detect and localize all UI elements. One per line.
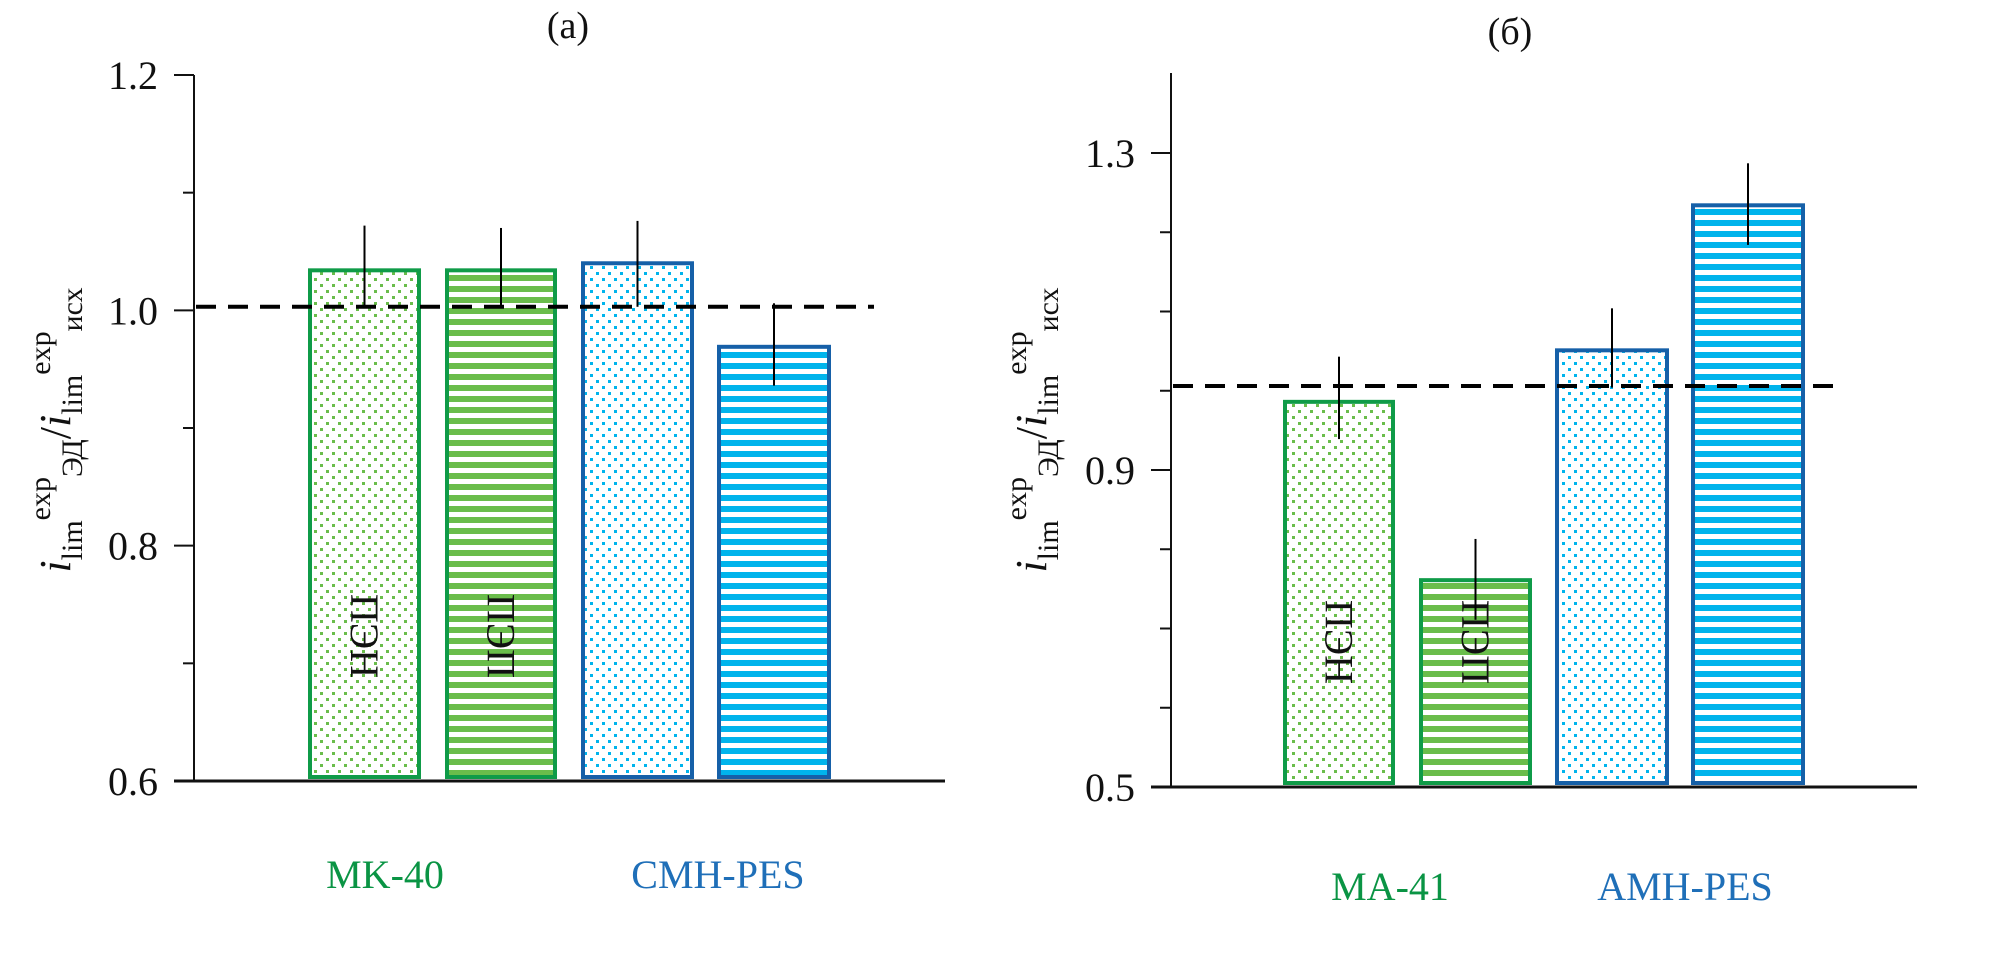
bars: ПЭН ПЭП <box>1283 203 1805 785</box>
y-axis-label: ilimexpЭД/ilimexpисх <box>1000 287 1065 572</box>
bar-mk-40-dots <box>308 268 421 779</box>
y-tick-label: 0.9 <box>1085 448 1135 493</box>
bar-amh-pes-stripes <box>1691 203 1805 785</box>
panel-a: (a) ilimexpЭД/ilimexpисх 0.60.81.01.2 ПЭ… <box>24 5 945 897</box>
y-tick-label: 0.6 <box>108 759 158 804</box>
category-label-amh-pes: AMH-PES <box>1597 864 1773 909</box>
y-tick-label: 1.3 <box>1085 131 1135 176</box>
axes <box>174 75 945 783</box>
ylabel-exp-sup2: exp <box>1000 331 1033 374</box>
ylabel-ed-sub: ЭД <box>56 439 89 477</box>
panel-title: (б) <box>1488 11 1533 53</box>
ylabel-isx-sub: исх <box>1032 287 1065 331</box>
bar-inner-label: ПЭН <box>1317 600 1362 684</box>
ylabel-exp-sup2: exp <box>24 331 57 374</box>
bar-amh-pes-dots <box>1555 348 1669 785</box>
ylabel-lim-sub2: lim <box>56 375 89 415</box>
y-axis-ticks: 0.5 0.9 1.3 <box>1085 131 1171 810</box>
ylabel-lim-sub: lim <box>1032 520 1065 560</box>
category-label-ma-41: MA-41 <box>1331 864 1449 909</box>
error-bars <box>1338 163 1749 620</box>
bar-mk-40-stripes <box>445 268 557 779</box>
category-label-mk-40: MK-40 <box>326 852 444 897</box>
ylabel-lim-sub2: lim <box>1032 375 1065 415</box>
y-tick-label: 0.8 <box>108 524 158 569</box>
category-labels: MK-40 CMH-PES <box>326 852 805 897</box>
y-tick-label: 1.2 <box>108 53 158 98</box>
panel-b: (б) ilimexpЭД/ilimexpисх 0.50.91.3 ПЭН ПЭ… <box>1000 11 1917 909</box>
ylabel-i2: i <box>1007 415 1056 427</box>
ylabel-i2: i <box>31 415 80 427</box>
bar-ma-41-stripes <box>1419 578 1532 785</box>
category-labels: MA-41 AMH-PES <box>1331 864 1773 909</box>
bar-cmh-pes-dots <box>581 261 694 779</box>
bar-cmh-pes-stripes <box>717 344 831 779</box>
ylabel-i: i <box>31 560 80 572</box>
ylabel-slash: / <box>1007 426 1056 439</box>
category-label-cmh-pes: CMH-PES <box>631 852 804 897</box>
ylabel-exp-sup: exp <box>24 477 57 520</box>
bars: ПЭН ПЭП <box>308 261 831 779</box>
y-axis-label: ilimexpЭД/ilimexpисх <box>24 287 89 572</box>
bar-inner-label: ПЭН <box>342 594 387 678</box>
y-tick-label: 0.5 <box>1085 765 1135 810</box>
ylabel-exp-sup: exp <box>1000 477 1033 520</box>
ylabel-isx-sub: исх <box>56 287 89 331</box>
ylabel-i: i <box>1007 560 1056 572</box>
ylabel-ed-sub: ЭД <box>1032 439 1065 477</box>
svg-text:ilimexpЭД/ilimexpисх: ilimexpЭД/ilimexpисх <box>1000 287 1065 572</box>
error-bars <box>363 220 775 386</box>
bar-inner-label: ПЭП <box>479 594 524 678</box>
bar-ma-41-dots <box>1283 399 1395 785</box>
axes <box>1151 73 1917 789</box>
panel-title: (a) <box>547 5 589 47</box>
y-tick-label: 1.0 <box>108 288 158 333</box>
ylabel-slash: / <box>31 426 80 439</box>
svg-text:ilimexpЭД/ilimexpисх: ilimexpЭД/ilimexpисх <box>24 287 89 572</box>
y-axis-ticks: 0.6 0.8 1.0 1.2 <box>108 53 194 804</box>
ylabel-lim-sub: lim <box>56 520 89 560</box>
